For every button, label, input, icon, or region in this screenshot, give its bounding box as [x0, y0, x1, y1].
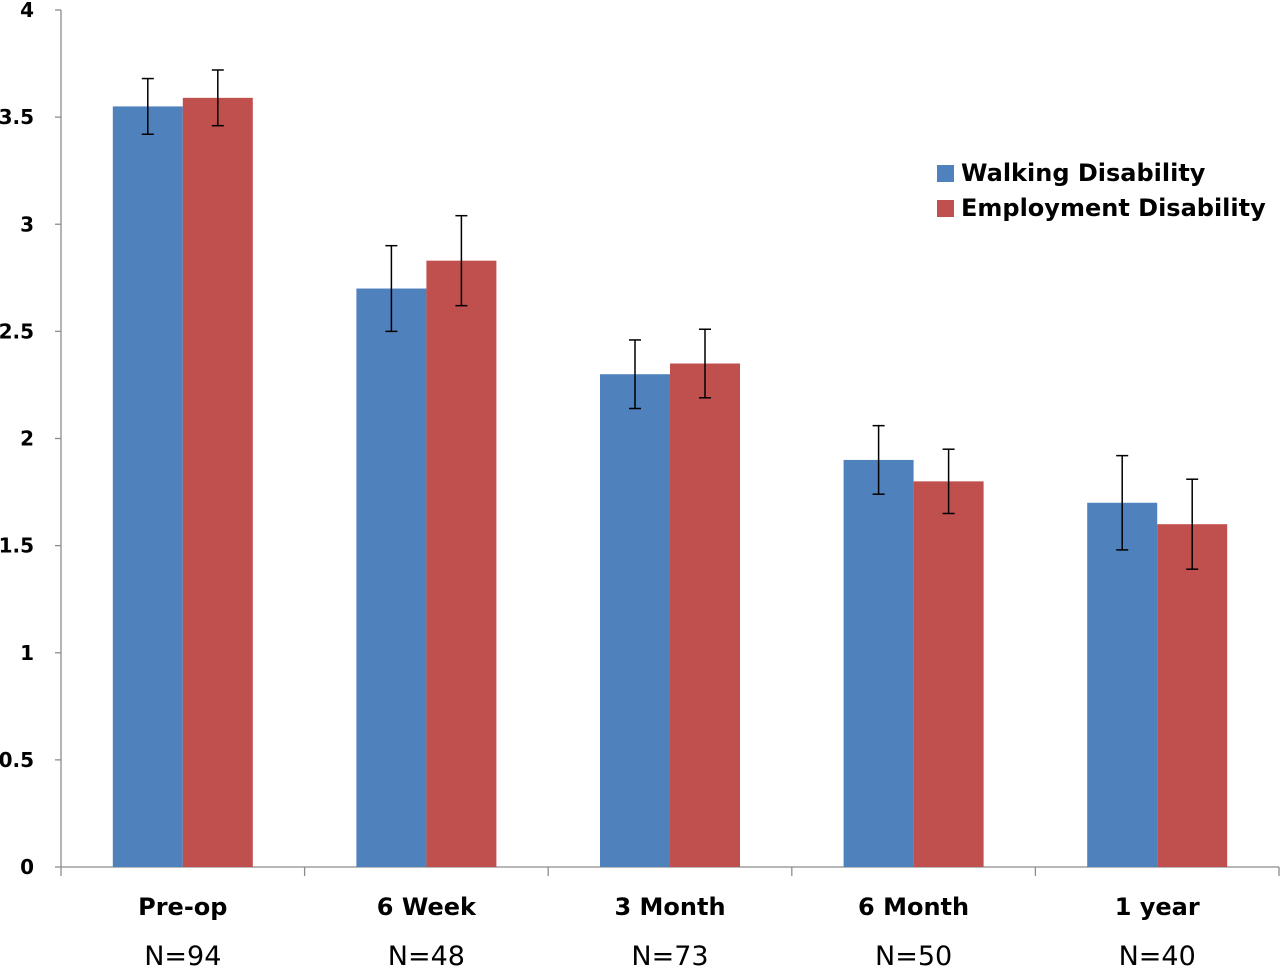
y-tick-label: 3	[20, 212, 34, 236]
bar-walking-disability-6-week	[356, 288, 427, 867]
x-category-label: Pre-op	[138, 893, 227, 921]
y-tick-label: 2.5	[0, 319, 34, 343]
legend: Walking Disability Employment Disability	[937, 159, 1266, 222]
x-sample-size-label: N=73	[631, 941, 708, 967]
bar-employment-disability-6-month	[913, 481, 984, 867]
legend-label: Walking Disability	[961, 159, 1206, 187]
bar-employment-disability-3-month	[670, 363, 740, 867]
bar-walking-disability-pre-op	[112, 106, 183, 868]
x-sample-size-label: N=48	[388, 941, 465, 967]
x-category-labels: Pre-op N=94 6 Week N=48 3 Month N=73 6 Month N=…	[138, 893, 1200, 967]
y-tick-label: 1	[20, 641, 34, 665]
y-tick-label: 3.5	[0, 105, 34, 129]
x-category-label: 6 Month	[858, 893, 969, 921]
bars	[112, 97, 1228, 868]
x-sample-size-label: N=94	[144, 941, 221, 967]
y-tick-labels: 0 0.5 1 1.5 2 2.5 3 3.5 4	[0, 0, 34, 879]
bar-employment-disability-1-year	[1157, 524, 1228, 867]
legend-label: Employment Disability	[961, 194, 1266, 222]
y-tick-label: 1.5	[0, 534, 34, 558]
x-sample-size-label: N=50	[875, 941, 952, 967]
bar-walking-disability-6-month	[843, 459, 914, 867]
bar-employment-disability-pre-op	[182, 97, 253, 867]
x-category-label: 1 year	[1115, 893, 1200, 921]
y-tick-label: 0.5	[0, 748, 34, 772]
x-sample-size-label: N=40	[1119, 941, 1196, 967]
error-bars	[141, 69, 1199, 570]
y-tick-label: 4	[20, 0, 34, 22]
bar-walking-disability-1-year	[1087, 502, 1158, 867]
bar-employment-disability-6-week	[426, 260, 497, 867]
x-category-label: 6 Week	[377, 893, 477, 921]
bar-walking-disability-3-month	[600, 374, 670, 867]
y-tick-label: 2	[20, 427, 34, 451]
x-category-label: 3 Month	[614, 893, 725, 921]
legend-swatch	[937, 165, 954, 182]
legend-swatch	[937, 200, 954, 217]
y-tick-label: 0	[20, 855, 34, 879]
